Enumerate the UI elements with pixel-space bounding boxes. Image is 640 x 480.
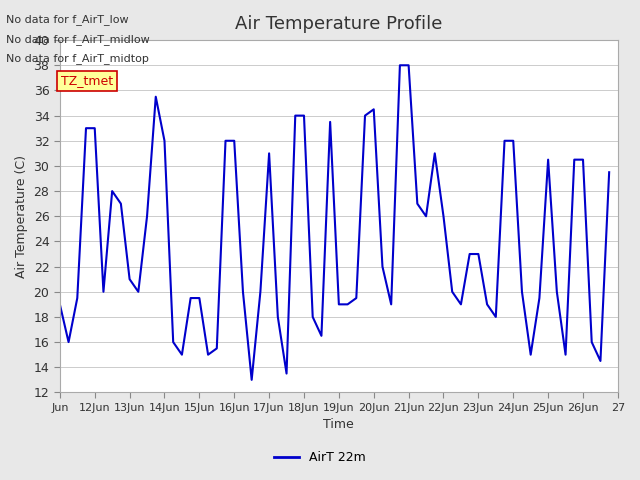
- AirT 22m: [291, 113, 299, 119]
- Text: No data for f_AirT_low: No data for f_AirT_low: [6, 14, 129, 25]
- AirT 22m: [126, 276, 134, 282]
- AirT 22m: [396, 62, 404, 68]
- AirT 22m: [431, 150, 438, 156]
- Text: No data for f_AirT_midtop: No data for f_AirT_midtop: [6, 53, 149, 64]
- AirT 22m: [248, 377, 255, 383]
- AirT 22m: [56, 301, 64, 307]
- Text: TZ_tmet: TZ_tmet: [61, 74, 113, 87]
- AirT 22m: [605, 169, 613, 175]
- Text: No data for f_AirT_midlow: No data for f_AirT_midlow: [6, 34, 150, 45]
- Legend: AirT 22m: AirT 22m: [269, 446, 371, 469]
- AirT 22m: [335, 301, 342, 307]
- AirT 22m: [370, 107, 378, 112]
- Title: Air Temperature Profile: Air Temperature Profile: [235, 15, 442, 33]
- AirT 22m: [422, 214, 430, 219]
- X-axis label: Time: Time: [323, 419, 354, 432]
- Line: AirT 22m: AirT 22m: [60, 65, 609, 380]
- Y-axis label: Air Temperature (C): Air Temperature (C): [15, 155, 28, 278]
